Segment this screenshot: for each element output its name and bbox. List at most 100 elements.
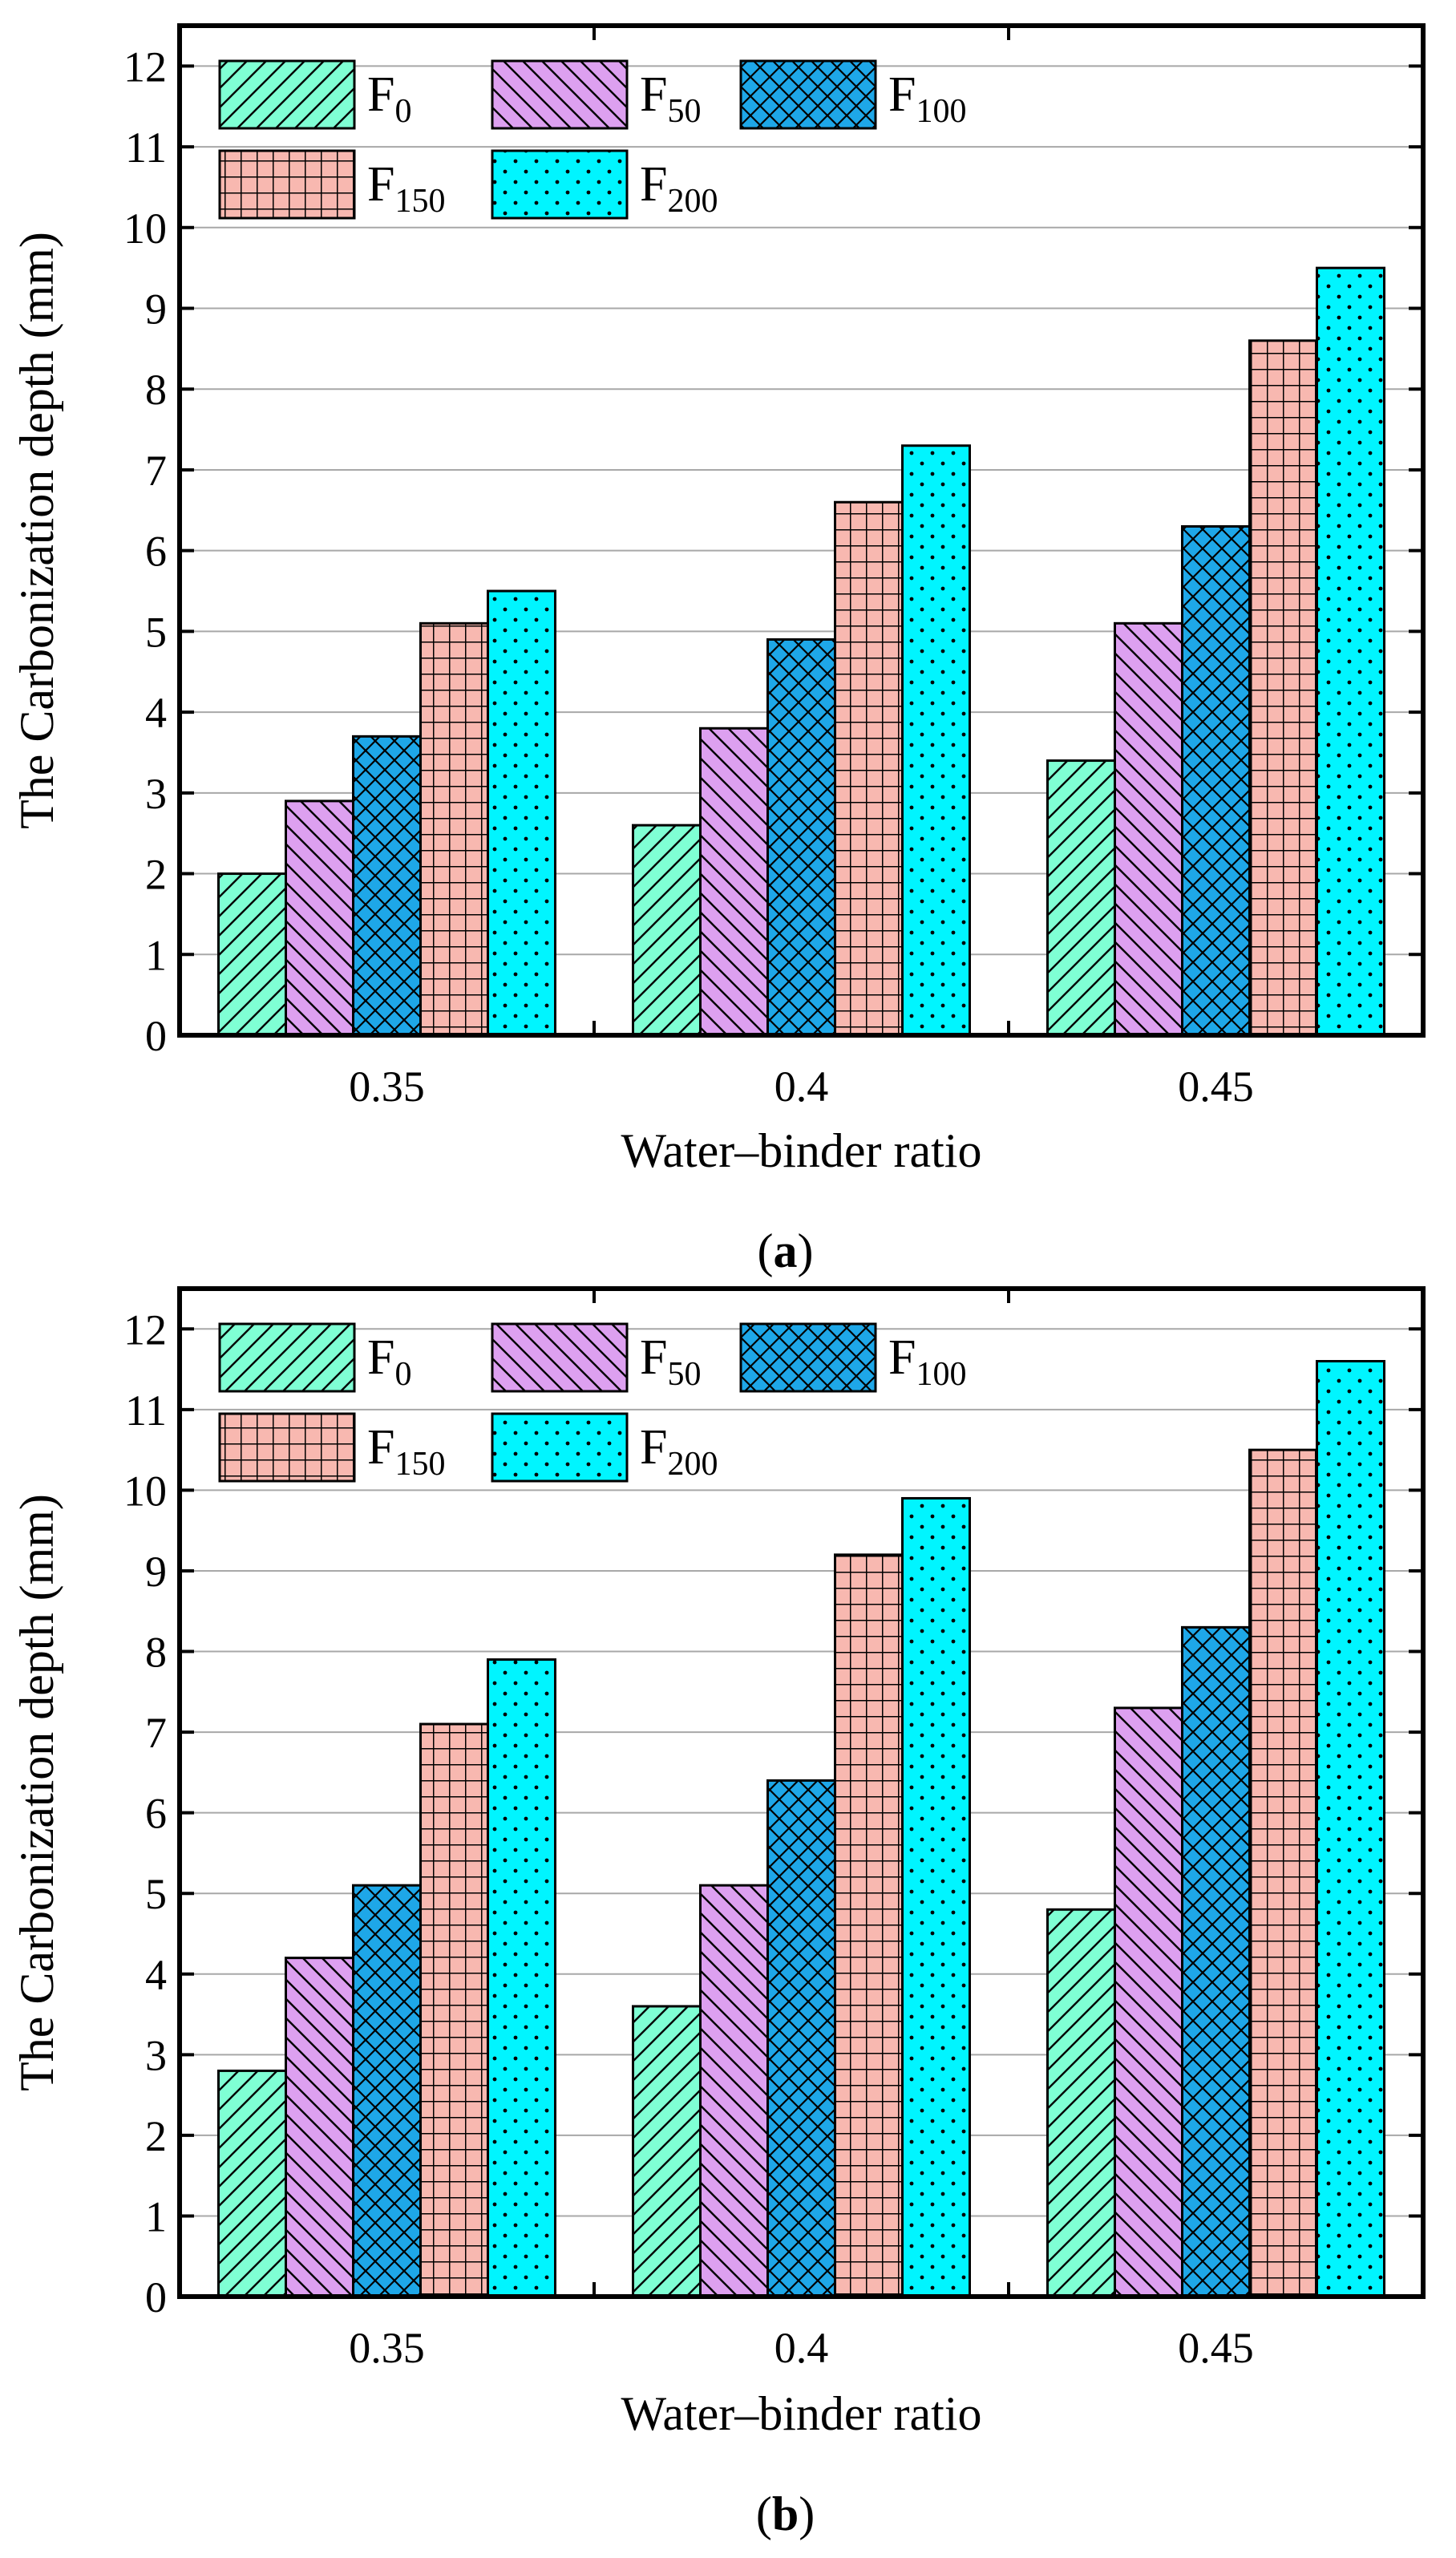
bar-f200-0.35 [487, 589, 556, 1037]
bar-f150-0.45 [1248, 1448, 1318, 2298]
y-tick-label: 11 [125, 123, 167, 172]
bar-f50-0.45 [1114, 621, 1183, 1037]
bar-f150-0.45 [1248, 339, 1318, 1037]
legend-label: F50 [640, 67, 701, 130]
legend: F0 F50 F100 F150 F200 [218, 59, 966, 220]
bar-f50-0.35 [285, 799, 354, 1037]
y-axis-label: The Carbonization depth (mm) [10, 232, 63, 829]
y-tick-label: 1 [145, 931, 167, 979]
bar-f50-0.45 [1114, 1706, 1183, 2298]
x-tick-label: 0.45 [1178, 1062, 1254, 1111]
y-tick-label: 5 [145, 1870, 167, 1918]
y-tick-label: 8 [145, 366, 167, 414]
x-tick-label: 0.4 [775, 2324, 829, 2372]
bar-f0-0.45 [1046, 1908, 1116, 2298]
bar-f200-0.4 [901, 1496, 971, 2298]
bar-f200-0.45 [1316, 1360, 1385, 2298]
bar-f200-0.35 [487, 1658, 556, 2298]
bar-f100-0.4 [766, 1779, 836, 2298]
bar-f0-0.35 [217, 2069, 287, 2298]
y-tick-label: 12 [123, 42, 167, 91]
y-tick-label: 12 [123, 1305, 167, 1354]
legend-item-f100: F100 [739, 59, 966, 130]
bar-f0-0.45 [1046, 759, 1116, 1037]
legend-swatch [218, 1322, 356, 1393]
x-tick-label: 0.35 [349, 2324, 425, 2372]
y-tick-label: 0 [145, 1012, 167, 1060]
panel-label: (a) [758, 1224, 814, 1277]
legend-swatch [491, 1412, 629, 1483]
legend-item-f0: F0 [218, 59, 411, 130]
y-tick-label: 6 [145, 528, 167, 576]
legend-item-f150: F150 [218, 1412, 445, 1483]
legend-swatch [218, 59, 356, 130]
y-tick-label: 8 [145, 1629, 167, 1677]
bar-f0-0.4 [632, 2005, 702, 2298]
legend-label: F200 [640, 157, 718, 220]
plot-frame [177, 23, 1426, 1038]
x-axis-label: Water–binder ratio [621, 1124, 982, 1177]
legend-item-f50: F50 [491, 1322, 701, 1393]
legend-swatch [218, 1412, 356, 1483]
bar-f200-0.4 [901, 444, 971, 1037]
legend-label: F100 [888, 1330, 966, 1393]
bar-f50-0.35 [285, 1957, 354, 2298]
y-tick-label: 1 [145, 2192, 167, 2240]
plot-frame [177, 1286, 1426, 2299]
y-tick-label: 0 [145, 2273, 167, 2321]
legend-label: F50 [640, 1330, 701, 1393]
y-tick-label: 9 [145, 1548, 167, 1596]
y-tick-label: 7 [145, 447, 167, 495]
legend-label: F150 [367, 1420, 445, 1483]
legend-item-f150: F150 [218, 149, 445, 220]
bar-f0-0.35 [217, 872, 287, 1037]
legend-swatch [491, 1322, 629, 1393]
bar-f0-0.4 [632, 824, 702, 1037]
y-tick-label: 3 [145, 770, 167, 818]
y-tick-label: 5 [145, 608, 167, 656]
panel-label: (b) [756, 2487, 815, 2540]
y-tick-label: 9 [145, 285, 167, 334]
bar-f100-0.35 [352, 1884, 422, 2298]
x-tick-label: 0.35 [349, 1062, 425, 1111]
bar-f100-0.45 [1181, 524, 1251, 1037]
x-tick-label: 0.4 [775, 1062, 829, 1111]
legend-swatch [218, 149, 356, 220]
y-tick-label: 7 [145, 1709, 167, 1757]
legend-label: F0 [367, 67, 411, 130]
bar-f150-0.35 [419, 1722, 489, 2298]
bar-f50-0.4 [699, 1884, 769, 2298]
y-tick-label: 11 [125, 1386, 167, 1435]
legend-label: F0 [367, 1330, 411, 1393]
bar-f100-0.35 [352, 735, 422, 1037]
x-tick-label: 0.45 [1178, 2324, 1254, 2372]
bar-f50-0.4 [699, 727, 769, 1037]
legend-item-f200: F200 [491, 149, 718, 220]
y-tick-label: 2 [145, 851, 167, 899]
legend-swatch [491, 149, 629, 220]
legend-swatch [739, 1322, 877, 1393]
y-axis-label: The Carbonization depth (mm) [10, 1494, 63, 2091]
legend-swatch [491, 59, 629, 130]
legend-item-f0: F0 [218, 1322, 411, 1393]
y-tick-label: 10 [123, 204, 167, 253]
bar-f100-0.4 [766, 637, 836, 1037]
bar-f150-0.4 [834, 1553, 904, 2298]
legend-label: F150 [367, 157, 445, 220]
y-tick-label: 6 [145, 1790, 167, 1838]
legend-swatch [739, 59, 877, 130]
y-tick-label: 4 [145, 689, 167, 737]
legend-label: F200 [640, 1420, 718, 1483]
legend: F0 F50 F100 F150 F200 [218, 1322, 966, 1483]
y-tick-label: 4 [145, 1951, 167, 1999]
bar-f150-0.4 [834, 500, 904, 1037]
legend-item-f200: F200 [491, 1412, 718, 1483]
y-tick-label: 2 [145, 2112, 167, 2160]
bar-f200-0.45 [1316, 266, 1385, 1037]
bar-f100-0.45 [1181, 1625, 1251, 2298]
y-tick-label: 10 [123, 1467, 167, 1515]
bar-f150-0.35 [419, 621, 489, 1037]
